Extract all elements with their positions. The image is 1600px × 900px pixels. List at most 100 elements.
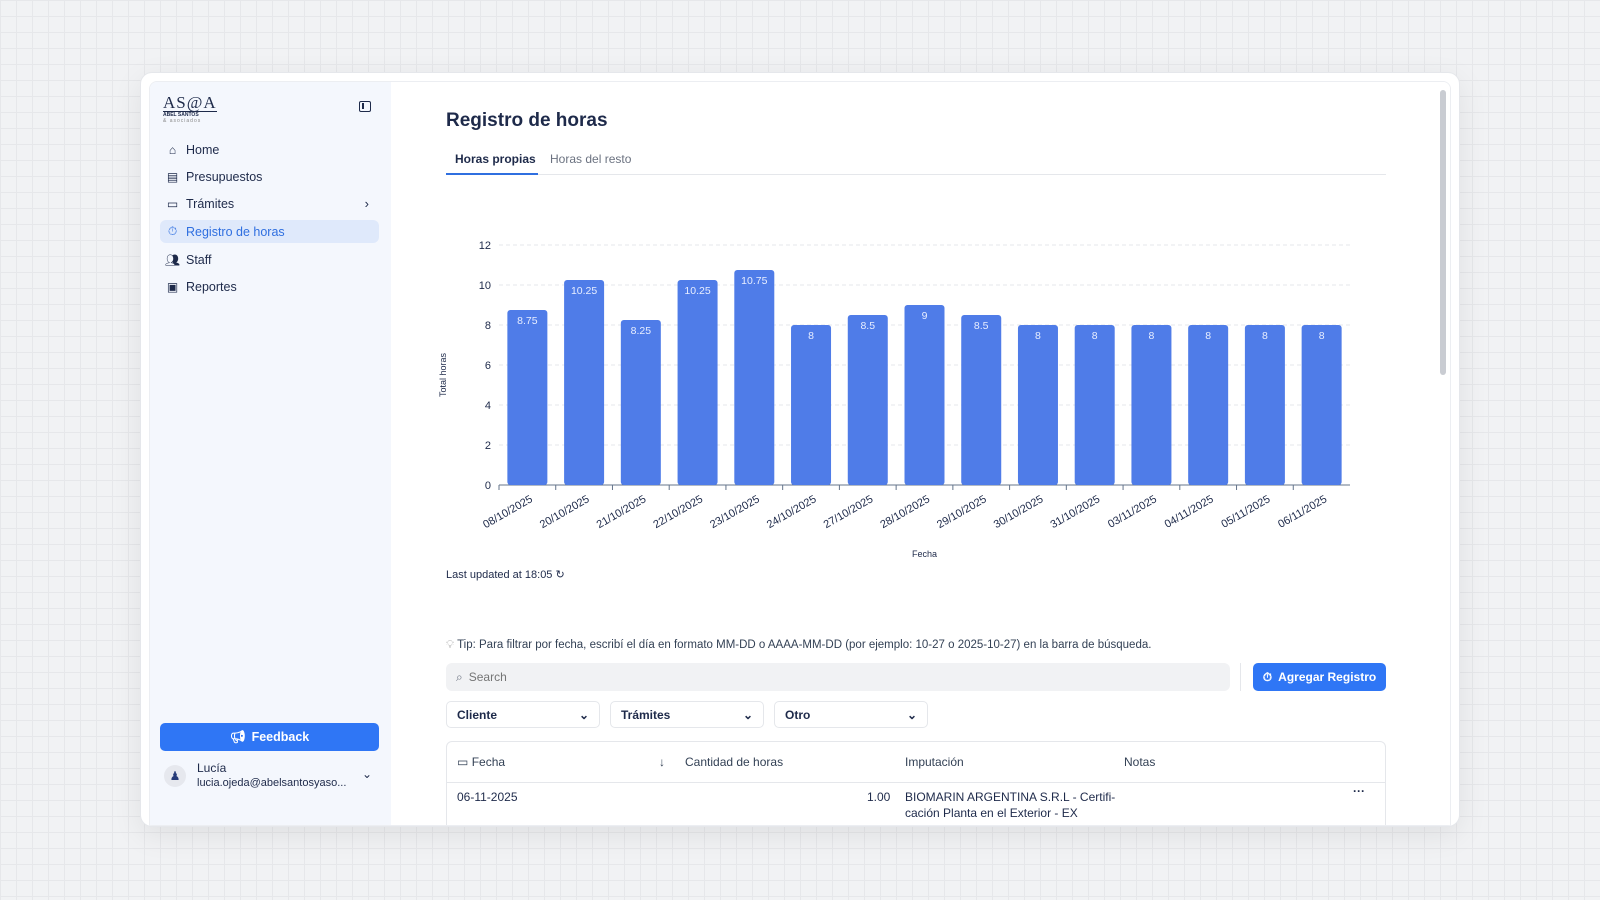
sidebar-item-tramites[interactable]: ▭ Trámites › (160, 192, 379, 215)
bar-value-label: 8.25 (631, 325, 652, 337)
bar (847, 315, 888, 485)
search-input[interactable] (468, 670, 1230, 684)
scrollbar[interactable] (1440, 90, 1446, 375)
sort-desc-icon[interactable]: ↓ (659, 755, 665, 769)
bar-value-label: 8.5 (974, 320, 989, 332)
chevron-down-icon: ⌄ (361, 767, 372, 781)
add-record-label: Agregar Registro (1278, 670, 1377, 684)
sidebar-item-reportes[interactable]: ▣ Reportes (160, 275, 379, 298)
logo-text: AS@A (163, 93, 217, 112)
x-tick-label: 22/10/2025 (651, 493, 705, 531)
avatar: ♟ (164, 765, 186, 787)
y-tick-label: 4 (485, 400, 491, 412)
y-tick-label: 6 (485, 360, 491, 372)
presentation-icon: ▣ (166, 279, 179, 294)
feedback-button[interactable]: 📢︎ Feedback (160, 723, 379, 751)
user-name: Lucía (197, 761, 227, 775)
filter-label: Cliente (457, 707, 498, 722)
timer-icon: ⏱ (167, 224, 178, 238)
search-icon: ⌕ (456, 669, 463, 684)
header-divider (447, 782, 1385, 783)
sidebar-item-staff[interactable]: 👥︎ Staff (160, 248, 379, 271)
x-tick-label: 23/10/2025 (708, 493, 762, 531)
home-icon: ⌂ (168, 142, 177, 157)
tip: 💡︎ Tip: Para filtrar por fecha, escribí … (446, 639, 1151, 652)
user-email: lucia.ojeda@abelsantosyaso... (197, 777, 347, 789)
bar-value-label: 8 (808, 330, 814, 342)
document-icon: ▤ (166, 169, 179, 184)
bar (1074, 325, 1115, 485)
sidebar-toggle-icon[interactable] (359, 101, 371, 112)
logo-line2: & asociados (163, 118, 202, 124)
x-tick-label: 20/10/2025 (538, 493, 592, 531)
filter-label: Otro (785, 707, 811, 722)
x-tick-label: 03/11/2025 (1106, 493, 1159, 531)
y-tick-label: 2 (485, 440, 491, 452)
bar-value-label: 8 (1149, 330, 1155, 342)
sidebar-item-label: Staff (186, 252, 212, 267)
sidebar-item-home[interactable]: ⌂ Home (160, 138, 379, 161)
x-tick-label: 08/10/2025 (481, 493, 535, 531)
bar-value-label: 9 (922, 310, 928, 322)
bar (1188, 325, 1229, 485)
filter-otro[interactable]: Otro ⌄ (774, 701, 928, 728)
main-content: Registro de horas Horas propias Horas de… (391, 82, 1450, 825)
bar (1244, 325, 1285, 485)
header-label: Fecha (471, 755, 506, 769)
bar-value-label: 8.5 (860, 320, 875, 332)
column-header-imputacion[interactable]: Imputación (905, 755, 964, 769)
bar (791, 325, 832, 485)
bar-value-label: 8 (1092, 330, 1098, 342)
chevron-down-icon: ⌄ (906, 707, 917, 722)
bar-value-label: 8 (1262, 330, 1268, 342)
users-icon: 👥︎ (164, 252, 181, 267)
calendar-icon: ▭ (457, 755, 469, 769)
bar (961, 315, 1002, 485)
x-tick-label: 28/10/2025 (878, 493, 932, 531)
cell-horas: 1.00 (867, 790, 891, 804)
bar-value-label: 8 (1205, 330, 1211, 342)
y-tick-label: 12 (479, 240, 491, 252)
bar-value-label: 10.25 (571, 285, 597, 297)
bar-value-label: 8.75 (517, 315, 538, 327)
timer-icon: ⏱ (1262, 669, 1273, 684)
sidebar-item-registro-de-horas[interactable]: ⏱ Registro de horas (160, 220, 379, 243)
column-header-horas[interactable]: Cantidad de horas (685, 755, 784, 769)
sidebar-item-label: Reportes (186, 279, 237, 294)
add-record-button[interactable]: ⏱ Agregar Registro (1253, 663, 1386, 691)
bar-value-label: 8 (1035, 330, 1041, 342)
bar (620, 320, 661, 485)
y-tick-label: 8 (485, 320, 491, 332)
row-actions-icon[interactable]: ··· (1353, 784, 1365, 798)
filter-cliente[interactable]: Cliente ⌄ (446, 701, 600, 728)
refresh-icon[interactable]: ↻ (555, 569, 565, 581)
x-tick-label: 27/10/2025 (822, 493, 876, 531)
megaphone-icon: 📢︎ (229, 729, 246, 744)
sidebar-item-label: Presupuestos (186, 169, 263, 184)
feedback-label: Feedback (251, 730, 310, 744)
bar (904, 305, 945, 485)
column-header-fecha[interactable]: ▭ Fecha (457, 755, 505, 769)
user-menu[interactable]: ♟ Lucía lucia.ojeda@abelsantosyaso... ⌄ (164, 759, 374, 799)
cell-fecha: 06-11-2025 (457, 790, 518, 804)
last-updated-text: Last updated at 18:05 (446, 569, 553, 581)
bar (1017, 325, 1058, 485)
filter-label: Trámites (621, 707, 671, 722)
cell-imputacion-cont: cación Planta en el Exterior - EX (905, 806, 1078, 820)
x-tick-label: 29/10/2025 (935, 493, 989, 531)
search-bar[interactable]: ⌕ (446, 663, 1230, 691)
x-tick-label: 30/10/2025 (992, 493, 1046, 531)
company-logo[interactable]: AS@A ABEL SANTOS & asociados (163, 93, 217, 124)
sidebar-item-label: Registro de horas (186, 224, 285, 239)
tip-text: Tip: Para filtrar por fecha, escribí el … (457, 639, 1152, 651)
bar-value-label: 10.75 (741, 275, 767, 287)
hours-bar-chart: 0 2 4 6 8 10 12 8.75 08/10/2025 10.25 20/10/2025 8.… (438, 240, 1350, 559)
x-tick-label: 24/10/2025 (765, 493, 819, 531)
x-tick-label: 06/11/2025 (1276, 493, 1329, 531)
filter-tramites[interactable]: Trámites ⌄ (610, 701, 764, 728)
tab-horas-del-resto[interactable]: Horas del resto (550, 152, 632, 166)
tabs: Horas propias Horas del resto (446, 148, 1386, 175)
column-header-notas[interactable]: Notas (1124, 755, 1156, 769)
tab-horas-propias[interactable]: Horas propias (455, 152, 536, 166)
sidebar-item-presupuestos[interactable]: ▤ Presupuestos (160, 165, 379, 188)
